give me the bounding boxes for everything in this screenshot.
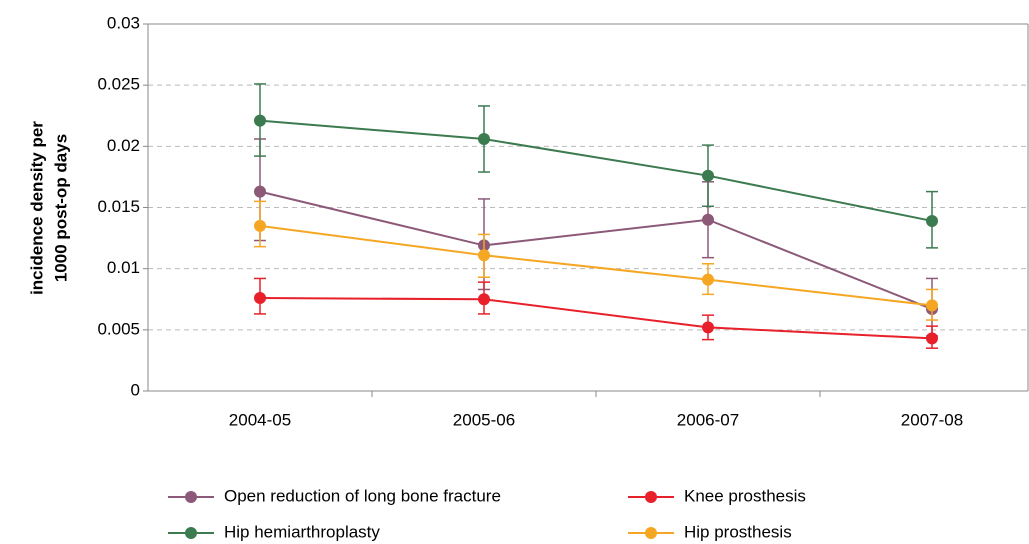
- data-point: [254, 185, 266, 198]
- data-point: [702, 321, 714, 334]
- data-point: [478, 249, 490, 262]
- series-line: [259, 190, 933, 310]
- y-tick-label: 0.025: [97, 75, 140, 94]
- legend-marker: [645, 491, 657, 503]
- series-line: [259, 119, 933, 222]
- y-tick-label: 0.02: [107, 136, 140, 155]
- x-tick-label: 2006-07: [677, 410, 739, 429]
- y-tick-label: 0.015: [97, 197, 140, 216]
- legend-marker: [185, 527, 197, 539]
- data-point: [254, 114, 266, 127]
- x-tick-label: 2005-06: [453, 410, 515, 429]
- data-point: [254, 292, 266, 305]
- legend-label: Hip prosthesis: [684, 522, 792, 541]
- y-axis-label: incidence density per: [27, 121, 46, 295]
- y-tick-label: 0.01: [107, 258, 140, 277]
- data-point: [702, 273, 714, 286]
- y-tick-label: 0.005: [97, 319, 140, 338]
- series-line: [259, 297, 933, 340]
- x-tick-label: 2004-05: [229, 410, 291, 429]
- y-tick-label: 0.03: [107, 13, 140, 32]
- y-tick-label: 0: [131, 380, 140, 399]
- data-point: [702, 213, 714, 226]
- legend-label: Knee prosthesis: [684, 486, 806, 505]
- legend-marker: [645, 527, 657, 539]
- y-axis-label: 1000 post-op days: [51, 134, 70, 282]
- legend-label: Open reduction of long bone fracture: [224, 486, 501, 505]
- data-point: [702, 169, 714, 182]
- data-point: [478, 293, 490, 306]
- data-point: [478, 132, 490, 145]
- x-tick-label: 2007-08: [901, 410, 963, 429]
- data-point: [926, 332, 938, 345]
- legend-marker: [185, 491, 197, 503]
- data-point: [926, 299, 938, 312]
- series-line: [259, 224, 933, 307]
- data-point: [254, 219, 266, 232]
- legend-label: Hip hemiarthroplasty: [224, 522, 380, 541]
- data-point: [926, 214, 938, 227]
